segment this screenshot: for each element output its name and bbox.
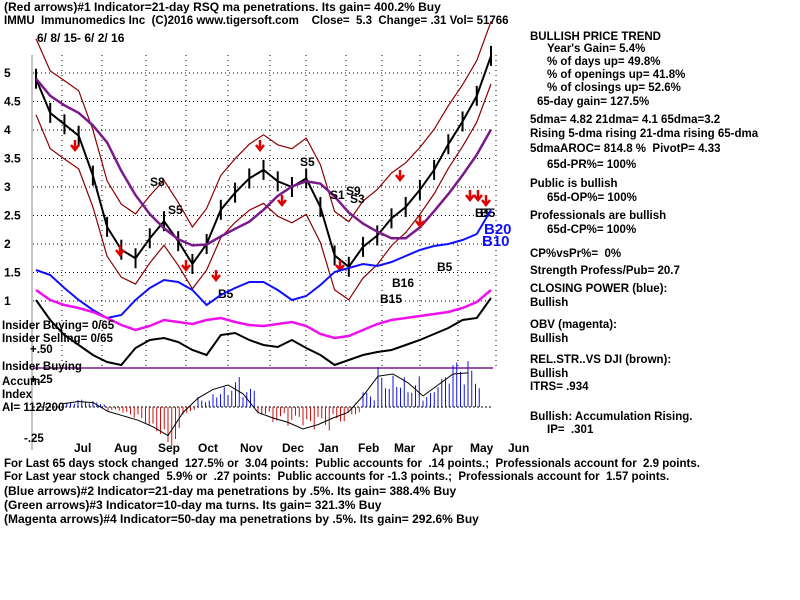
red-arrow bbox=[181, 260, 191, 273]
insider-buying-label-2: Insider Buying bbox=[2, 361, 82, 373]
x-month-label: Nov bbox=[240, 441, 263, 455]
header-indicator-1: (Red arrows)#1 Indicator=21-day RSQ ma p… bbox=[4, 0, 441, 14]
relstr-status: Bullish bbox=[530, 368, 569, 380]
x-month-label: Mar bbox=[394, 441, 416, 455]
upper-band-line bbox=[35, 21, 492, 229]
footer-blue-arrows: (Blue arrows)#2 Indicator=21-day ma pene… bbox=[4, 484, 457, 498]
red-arrow bbox=[465, 190, 475, 203]
trend-title: BULLISH PRICE TREND bbox=[530, 31, 661, 43]
rising-dma: Rising 5-dma rising 21-dma rising 65-dma bbox=[530, 128, 759, 140]
x-month-label: Oct bbox=[198, 441, 218, 455]
y-tick-label: 1.5 bbox=[4, 266, 21, 280]
signal-label: B15 bbox=[380, 292, 402, 306]
x-month-label: Dec bbox=[282, 441, 304, 455]
insider-buying-label: Insider Buying= 0/65 bbox=[2, 320, 115, 332]
cp-vs-pr: CP%vsPr%= 0% bbox=[530, 248, 622, 260]
date-range: 6/ 8/ 15- 6/ 2/ 16 bbox=[37, 31, 125, 45]
red-arrow bbox=[415, 216, 425, 229]
signal-label: S9 bbox=[346, 184, 361, 198]
public-bullish: Public is bullish bbox=[530, 178, 618, 190]
signal-label: S1 bbox=[330, 188, 345, 202]
footer-65day: For Last 65 days stock changed 127.5% or… bbox=[4, 458, 700, 470]
years-gain: Year's Gain= 5.4% bbox=[547, 43, 646, 55]
ma-65-line bbox=[35, 77, 493, 247]
signal-label: S8 bbox=[150, 175, 165, 189]
rel-strength-line bbox=[35, 297, 492, 367]
itrs-value: ITRS= .934 bbox=[530, 381, 589, 393]
aroc-pivot: 5dmaAROC= 814.8 % PivotP= 4.33 bbox=[530, 143, 721, 155]
obv-label: OBV (magenta): bbox=[530, 319, 617, 331]
y-tick-label: 3.5 bbox=[4, 152, 21, 166]
x-month-label: Apr bbox=[432, 441, 453, 455]
y-tick-label: 5 bbox=[4, 66, 11, 80]
red-arrow bbox=[481, 195, 491, 208]
y-tick-label: 2.5 bbox=[4, 209, 21, 223]
gain-65: 65-day gain= 127.5% bbox=[537, 96, 650, 108]
signal-label: B5 bbox=[437, 260, 453, 274]
obv-status: Bullish bbox=[530, 333, 569, 345]
insider-selling-label: Insider Selling= 0/65 bbox=[2, 333, 113, 345]
y-tick-label: 1 bbox=[4, 294, 11, 308]
red-arrow bbox=[395, 170, 405, 183]
cp-65d: 65d-CP%= 100% bbox=[547, 224, 637, 236]
signal-label: S3 bbox=[350, 192, 365, 206]
obv-line bbox=[35, 288, 492, 340]
x-month-label: May bbox=[470, 441, 494, 455]
plus50-label: +.50 bbox=[30, 344, 53, 356]
openings-up: % of openings up= 41.8% bbox=[547, 69, 686, 81]
days-up: % of days up= 49.8% bbox=[547, 56, 661, 68]
x-month-label: Jun bbox=[508, 441, 529, 455]
signal-label: B20 bbox=[484, 221, 512, 238]
red-arrow bbox=[255, 140, 265, 153]
x-month-label: Aug bbox=[114, 441, 137, 455]
price-line bbox=[35, 55, 492, 269]
footer-green-arrows: (Green arrows)#3 Indicator=10-day ma tur… bbox=[4, 498, 382, 512]
op-65d: 65d-OP%= 100% bbox=[547, 192, 637, 204]
y-tick-label: 4 bbox=[4, 123, 11, 137]
dma-values: 5dma= 4.82 21dma= 4.1 65dma=3.2 bbox=[530, 114, 721, 126]
pr-65d: 65d-PR%= 100% bbox=[547, 159, 637, 171]
relstr-label: REL.STR..VS DJI (brown): bbox=[530, 354, 672, 366]
signal-label: S5 bbox=[168, 203, 183, 217]
minus25-label: -.25 bbox=[24, 433, 44, 445]
ai-label: AI= 112/200 bbox=[2, 402, 65, 414]
red-arrow bbox=[211, 270, 221, 283]
y-tick-label: 3 bbox=[4, 180, 11, 194]
red-arrow bbox=[277, 195, 287, 208]
red-arrow bbox=[473, 190, 483, 203]
red-arrow bbox=[70, 140, 80, 153]
footer-year: For Last year stock changed 5.9% or .27 … bbox=[4, 471, 670, 483]
accum-ma-line bbox=[62, 372, 469, 437]
x-month-label: Sep bbox=[158, 441, 180, 455]
professionals-bullish: Professionals are bullish bbox=[530, 210, 667, 222]
signal-label: B5 bbox=[480, 206, 496, 220]
footer-magenta-arrows: (Magenta arrows)#4 Indicator=50-day ma p… bbox=[4, 512, 479, 526]
red-arrow bbox=[115, 245, 125, 258]
plus25-label: +.25 bbox=[30, 374, 53, 386]
closing-power-label: CLOSING POWER (blue): bbox=[530, 283, 668, 295]
strength-ratio: Strength Profess/Pub= 20.7 bbox=[530, 265, 680, 277]
x-month-label: Feb bbox=[358, 441, 379, 455]
signal-label: S5 bbox=[300, 155, 315, 169]
lower-band-line bbox=[35, 83, 492, 301]
index-label: Index bbox=[2, 389, 33, 401]
x-month-label: Jul bbox=[74, 441, 91, 455]
x-month-label: Jan bbox=[318, 441, 339, 455]
closings-up: % of closings up= 52.6% bbox=[547, 82, 681, 94]
closing-power-line bbox=[35, 209, 492, 320]
ip-value: IP= .301 bbox=[547, 424, 594, 436]
header-ticker-line: IMMU Immunomedics Inc (C)2016 www.tigers… bbox=[4, 15, 509, 27]
signal-label: B10 bbox=[482, 233, 510, 250]
accum-label: Accum bbox=[2, 376, 41, 388]
closing-power-status: Bullish bbox=[530, 297, 569, 309]
accum-status: Bullish: Accumulation Rising. bbox=[530, 411, 693, 423]
y-tick-label: 4.5 bbox=[4, 95, 21, 109]
y-tick-label: 2 bbox=[4, 237, 11, 251]
signal-label: B16 bbox=[392, 276, 414, 290]
